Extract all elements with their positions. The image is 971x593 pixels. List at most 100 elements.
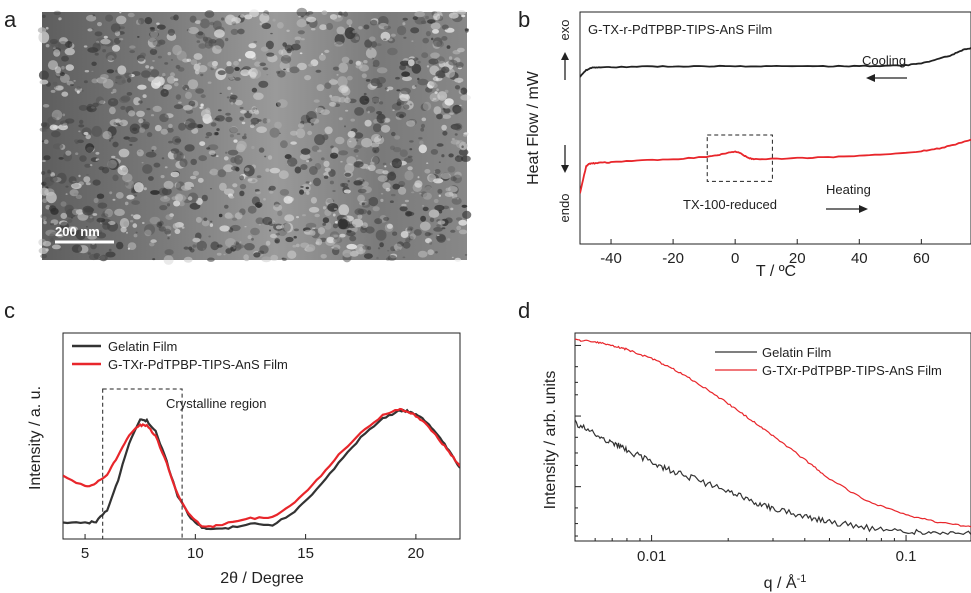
sem-grain (124, 201, 129, 206)
sem-grain (422, 101, 432, 111)
sem-grain (96, 193, 105, 199)
sem-grain (160, 196, 171, 202)
sem-grain (224, 204, 229, 209)
sem-grain (330, 95, 342, 102)
sem-grain (49, 38, 59, 45)
sem-grain (229, 126, 238, 134)
sem-grain (148, 37, 157, 43)
sem-grain (225, 116, 233, 123)
sem-grain (290, 141, 297, 145)
series-line-c-0 (63, 408, 460, 531)
sem-grain (297, 123, 305, 129)
sem-grain (357, 188, 367, 194)
sem-grain (309, 230, 316, 236)
sem-grain (170, 16, 176, 20)
sem-grain (333, 207, 338, 211)
sem-grain (60, 201, 67, 207)
sem-grain (377, 247, 381, 250)
sem-grain (107, 158, 119, 170)
legend-label-composite-c: G-TXr-PdTPBP-TIPS-AnS Film (108, 357, 288, 372)
sem-grain (175, 94, 182, 100)
sem-grain (402, 256, 406, 259)
sem-grain (209, 171, 213, 174)
sem-grain (271, 220, 276, 225)
sem-grain (283, 196, 293, 204)
sem-grain (120, 226, 127, 233)
sem-grain (236, 133, 241, 135)
sem-grain (199, 18, 210, 29)
sem-grain (418, 144, 427, 154)
sem-grain (163, 180, 174, 190)
sem-grain (402, 241, 411, 249)
sem-grain (234, 212, 243, 220)
sem-grain (71, 244, 83, 253)
sem-grain (370, 19, 378, 26)
sem-grain (41, 140, 45, 142)
sem-grain (239, 190, 245, 197)
sem-grain (380, 192, 384, 195)
sem-grain (327, 203, 339, 212)
sem-grain (346, 156, 357, 166)
sem-grain (111, 155, 116, 159)
sem-grain (247, 177, 258, 184)
sem-grain (258, 223, 261, 226)
sem-grain (217, 109, 222, 112)
sem-grain (374, 149, 377, 153)
sem-grain (429, 241, 433, 245)
sem-grain (448, 12, 459, 19)
sem-grain (227, 149, 239, 156)
sem-grain (344, 163, 355, 174)
sem-grain (167, 237, 170, 240)
sem-grain (178, 101, 182, 104)
sem-grain (265, 168, 270, 172)
sem-grain (77, 139, 84, 144)
sem-grain (417, 250, 428, 258)
sem-grain (207, 144, 219, 151)
sem-grain (50, 172, 55, 178)
sem-grain (364, 119, 372, 127)
sem-grain (354, 208, 365, 216)
sem-grain (426, 65, 430, 68)
sem-grain (299, 52, 303, 55)
sem-grain (119, 119, 128, 127)
sem-grain (441, 154, 445, 158)
sem-grain (433, 106, 442, 115)
sem-grain (433, 227, 443, 232)
sem-grain (254, 189, 260, 192)
sem-grain (126, 194, 135, 200)
sem-grain (220, 117, 224, 119)
sem-grain (353, 161, 364, 168)
sem-grain (461, 145, 464, 148)
sem-grain (275, 233, 280, 236)
legend-label-composite-d: G-TXr-PdTPBP-TIPS-AnS Film (762, 363, 942, 378)
sem-grain (319, 24, 327, 31)
sem-grain (296, 19, 307, 28)
sem-grain (453, 123, 463, 131)
sem-grain (149, 26, 155, 30)
sem-grain (411, 40, 414, 42)
sem-grain (126, 231, 128, 234)
sem-grain (141, 162, 144, 164)
sem-grain (307, 130, 313, 136)
sem-grain (329, 94, 333, 98)
sem-grain (124, 179, 135, 189)
sem-grain (369, 47, 372, 50)
sem-grain (160, 128, 168, 135)
sem-grain (106, 69, 115, 74)
sem-grain (190, 186, 194, 189)
sem-grain (208, 40, 215, 47)
sem-grain (160, 175, 165, 179)
sem-grain (405, 210, 412, 217)
sem-grain (76, 86, 81, 90)
legend-label-gelatin-c: Gelatin Film (108, 339, 177, 354)
sem-grain (92, 42, 101, 52)
sem-grain (405, 238, 411, 243)
sem-grain (451, 197, 462, 205)
sem-grain (71, 182, 82, 190)
sem-grain (159, 205, 168, 211)
sem-grain (89, 216, 93, 219)
sem-grain (227, 214, 234, 219)
sem-grain (414, 11, 426, 18)
sem-grain (258, 147, 265, 153)
sem-grain (333, 234, 339, 238)
